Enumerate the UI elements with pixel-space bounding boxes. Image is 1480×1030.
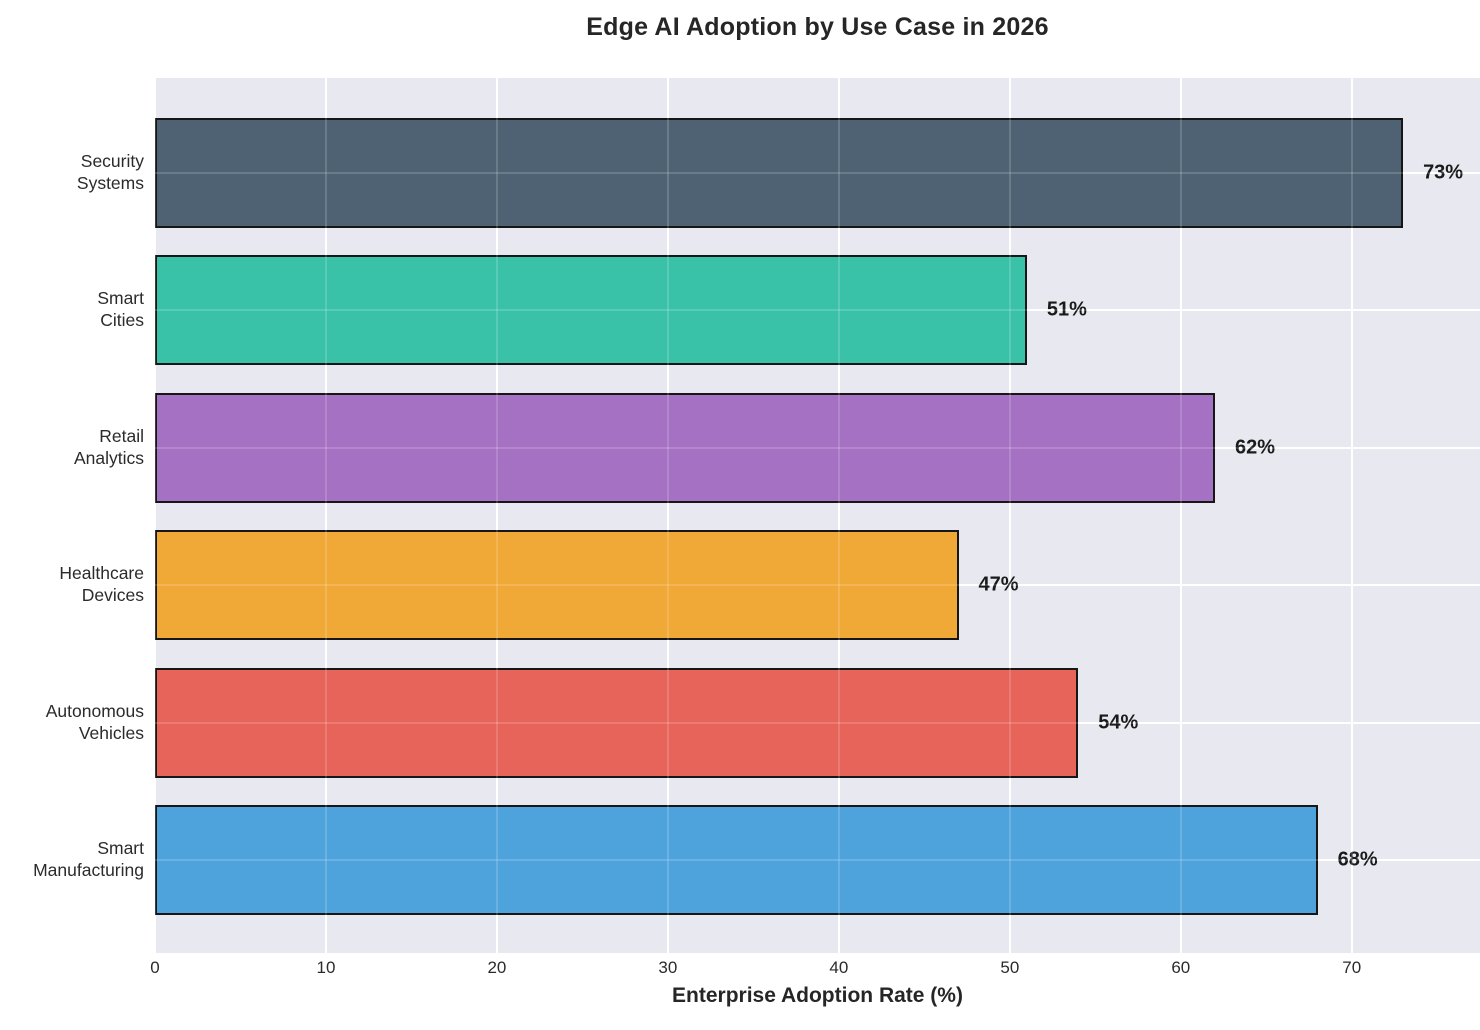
x-tick-label-60: 60: [1171, 958, 1191, 977]
gridline-x-30: [666, 78, 669, 953]
bar-smart-manufacturing: [155, 805, 1318, 916]
x-tick-label-20: 20: [487, 958, 507, 977]
bar-value-label-autonomous-vehicles: 54%: [1098, 711, 1139, 734]
y-axis-category-label-autonomous-vehicles: Autonomous Vehicles: [45, 700, 144, 743]
x-tick-label-50: 50: [1000, 958, 1020, 977]
y-axis-category-label-smart-cities: Smart Cities: [97, 288, 144, 331]
gridline-x-20: [495, 78, 498, 953]
gridline-x-70: [1350, 78, 1353, 953]
bar-value-label-smart-manufacturing: 68%: [1337, 848, 1378, 871]
gridline-y-smart-manufacturing: [155, 859, 1480, 862]
gridline-x-0: [155, 78, 156, 953]
x-axis-label: Enterprise Adoption Rate (%): [672, 984, 963, 1007]
gridline-x-40: [837, 78, 840, 953]
y-axis-category-label-healthcare-devices: Healthcare Devices: [59, 563, 144, 606]
gridline-y-security-systems: [155, 172, 1480, 174]
gridline-x-60: [1179, 78, 1182, 953]
bar-smart-cities: [155, 255, 1027, 366]
bars-layer: 73% 51% 62% 47% 54% 68%: [155, 78, 1480, 953]
x-tick-label-40: 40: [829, 958, 849, 977]
bar-value-label-security-systems: 73%: [1423, 161, 1464, 184]
x-tick-label-0: 0: [150, 958, 160, 977]
gridline-y-autonomous-vehicles: [155, 721, 1480, 724]
gridline-x-50: [1008, 78, 1011, 953]
x-tick-label-10: 10: [316, 958, 336, 977]
gridline-x-20: [495, 78, 498, 953]
gridlines-over: [155, 78, 1480, 953]
gridline-y-retail-analytics: [155, 446, 1480, 449]
chart-title: Edge AI Adoption by Use Case in 2026: [586, 13, 1049, 41]
gridline-y-healthcare-devices: [155, 584, 1480, 587]
gridline-x-30: [666, 78, 669, 953]
gridline-y-smart-cities: [155, 309, 1480, 312]
x-tick-label-70: 70: [1342, 958, 1362, 977]
bar-value-label-smart-cities: 51%: [1046, 298, 1087, 321]
bar-value-label-retail-analytics: 62%: [1235, 436, 1276, 459]
gridline-x-40: [837, 78, 840, 953]
bar-healthcare-devices: [155, 530, 959, 641]
gridline-x-0: [155, 78, 156, 953]
y-axis-category-label-retail-analytics: Retail Analytics: [73, 426, 144, 468]
gridline-x-10: [324, 78, 327, 953]
bar-value-label-healthcare-devices: 47%: [978, 573, 1019, 596]
gridline-x-10: [324, 78, 327, 953]
gridline-x-60: [1179, 78, 1182, 953]
bar-security-systems: [155, 118, 1404, 228]
gridline-x-50: [1008, 78, 1011, 953]
x-tick-label-30: 30: [658, 958, 678, 977]
gridline-x-70: [1350, 78, 1353, 953]
bar-retail-analytics: [155, 392, 1215, 503]
plot-area: 73% 51% 62% 47% 54% 68%: [155, 78, 1480, 953]
y-axis-category-label-security-systems: Security Systems: [76, 151, 144, 193]
y-axis-category-label-smart-manufacturing: Smart Manufacturing: [33, 838, 144, 881]
bar-autonomous-vehicles: [155, 667, 1079, 778]
